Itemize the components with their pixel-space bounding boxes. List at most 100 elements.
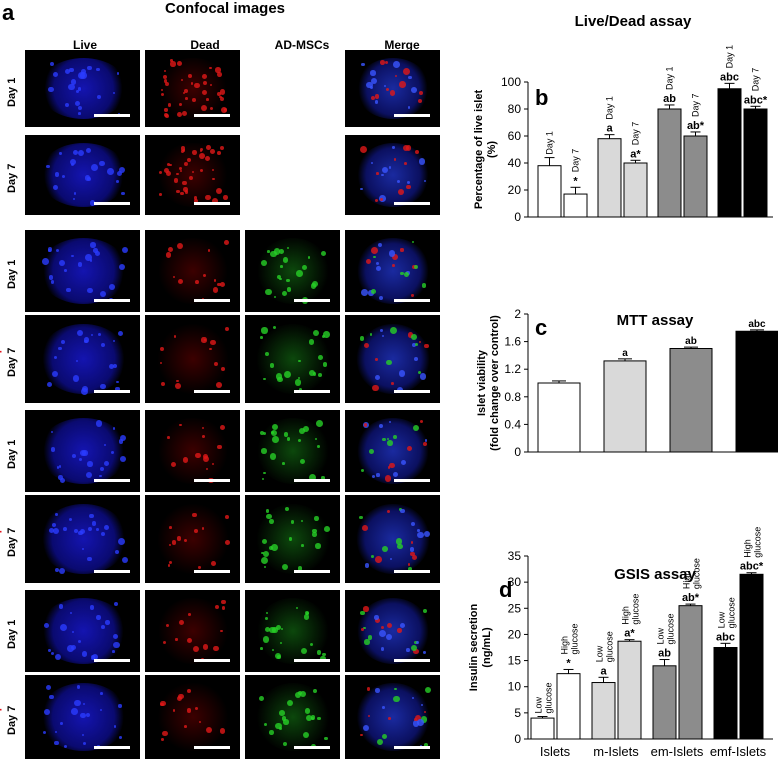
bar-glucose-label-line: High <box>682 571 692 590</box>
y-tick-label: 5 <box>514 706 521 720</box>
cell-speckle <box>182 180 187 186</box>
cell-speckle <box>368 290 374 296</box>
cell-speckle <box>417 99 423 104</box>
cell-speckle <box>188 176 193 181</box>
bar <box>739 573 764 740</box>
bar <box>683 135 708 218</box>
cell-speckle <box>205 468 209 471</box>
cell-speckle <box>380 625 385 630</box>
cell-speckle <box>282 564 289 571</box>
cell-speckle <box>379 197 384 201</box>
confocal-image-2-2 <box>245 230 340 312</box>
cell-speckle <box>212 463 215 466</box>
significance-label: abc* <box>744 94 768 106</box>
y-tick-label: 1.6 <box>504 335 521 349</box>
cell-speckle <box>322 652 327 657</box>
bar <box>678 605 703 740</box>
cell-speckle <box>205 156 211 162</box>
cell-speckle <box>87 65 92 71</box>
cell-speckle <box>266 513 272 520</box>
confocal-image-4-0 <box>25 410 140 492</box>
cell-speckle <box>159 362 162 365</box>
cell-speckle <box>262 636 270 644</box>
cell-speckle <box>207 249 211 252</box>
cell-speckle <box>399 81 406 88</box>
cell-speckle <box>61 174 66 179</box>
cell-speckle <box>81 386 88 392</box>
confocal-image-3-2 <box>245 315 340 403</box>
cell-speckle <box>366 81 373 89</box>
cell-speckle <box>66 287 71 293</box>
cell-speckle <box>296 270 303 277</box>
cell-speckle <box>381 334 384 337</box>
cell-speckle <box>268 518 274 524</box>
cell-speckle <box>55 512 59 516</box>
cell-speckle <box>159 193 163 196</box>
cell-speckle <box>160 347 165 352</box>
significance-label: a* <box>624 628 635 640</box>
islet-body <box>356 143 431 207</box>
cell-speckle <box>417 718 425 726</box>
cell-speckle <box>167 435 170 439</box>
cell-speckle <box>163 640 167 644</box>
cell-speckle <box>184 539 188 543</box>
cell-speckle <box>374 618 380 624</box>
confocal-image-7-0 <box>25 675 140 759</box>
bar <box>657 108 682 218</box>
cell-speckle <box>167 564 171 567</box>
scale-bar <box>94 202 130 205</box>
cell-speckle <box>91 521 97 526</box>
cell-speckle <box>397 543 403 550</box>
islet-body <box>38 503 129 575</box>
cell-speckle <box>179 166 183 170</box>
cell-speckle <box>361 627 365 631</box>
cell-speckle <box>64 68 71 75</box>
confocal-image-5-1 <box>145 495 240 583</box>
gsis-chart: GSIS assay d 0 5 10 15 20 25 30 35 Insulin secre… <box>468 527 773 759</box>
cell-speckle <box>71 708 78 715</box>
cell-speckle <box>283 371 291 379</box>
y-tick-label: 20 <box>508 183 522 197</box>
cell-speckle <box>283 719 289 725</box>
bar-day-label: Day 1 <box>545 131 555 155</box>
cell-speckle <box>264 617 268 621</box>
day-label: Day 1 <box>6 77 18 107</box>
bar-glucose-label-line: High <box>621 606 631 625</box>
cell-speckle <box>314 516 320 521</box>
cell-speckle <box>386 622 393 629</box>
cell-speckle <box>211 169 214 172</box>
cell-speckle <box>160 89 163 92</box>
cell-speckle <box>120 191 125 196</box>
cell-speckle <box>42 730 47 735</box>
islet-body <box>38 57 129 120</box>
bar-day-label: Day 1 <box>665 66 675 90</box>
x-category-label: em-Islets <box>651 744 704 759</box>
cell-speckle <box>410 645 417 652</box>
cell-speckle <box>183 91 186 94</box>
bar-glucose-label-line: glucose <box>727 597 737 628</box>
day-label: Day 1 <box>6 619 18 649</box>
cell-speckle <box>413 718 417 722</box>
cell-speckle <box>263 431 266 435</box>
bar-glucose-label: Lowglucose <box>595 631 615 662</box>
bar-glucose-label: Lowglucose <box>534 682 554 713</box>
cell-speckle <box>361 62 365 67</box>
cell-speckle <box>184 725 188 729</box>
cell-speckle <box>200 169 204 173</box>
group-label-prefix: Step 2: <box>0 511 2 552</box>
cell-speckle <box>401 459 407 466</box>
cell-speckle <box>286 287 292 292</box>
cell-speckle <box>73 192 77 195</box>
cell-speckle <box>100 383 106 389</box>
bar-glucose-label-line: Low <box>656 628 666 645</box>
cell-speckle <box>212 287 219 293</box>
bar <box>617 640 642 740</box>
cell-speckle <box>112 633 119 640</box>
confocal-image-7-2 <box>245 675 340 759</box>
cell-speckle <box>370 70 376 76</box>
bar-glucose-label: Lowglucose <box>717 597 737 628</box>
cell-speckle <box>77 262 83 267</box>
cell-speckle <box>60 477 66 484</box>
cell-speckle <box>169 561 173 565</box>
cell-speckle <box>407 181 411 185</box>
